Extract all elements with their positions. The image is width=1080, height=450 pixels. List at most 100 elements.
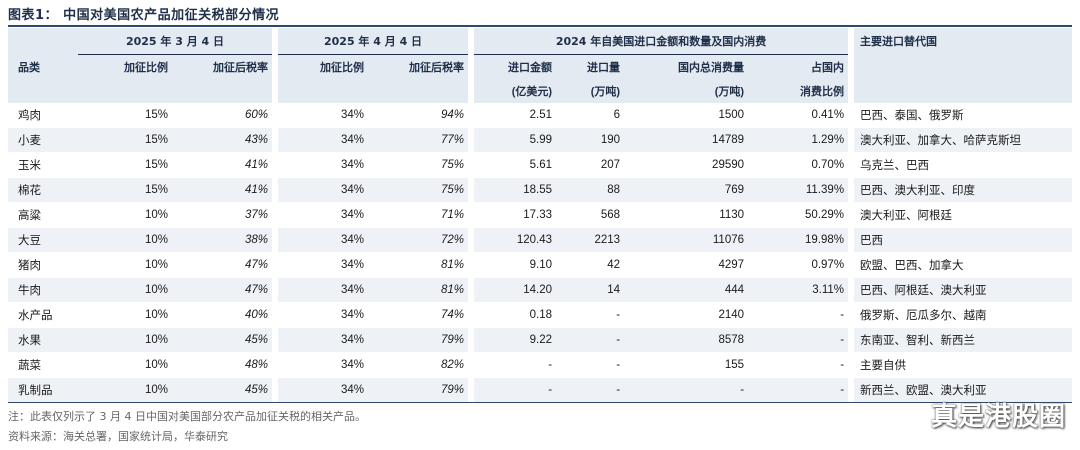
- alternatives-cell: 欧盟、巴西、加拿大: [854, 252, 1073, 278]
- table-row: 棉花 15% 41% 34% 75% 18.55 88 769 11.39% 巴西、澳大利亚、印度: [8, 177, 1073, 203]
- apr-total-cell: 79%: [368, 377, 469, 403]
- table-row: 牛肉 10% 47% 34% 81% 14.20 14 444 3.11% 巴西、阿根廷、澳大利亚: [8, 277, 1073, 303]
- consumption-cell: 29590: [624, 152, 749, 178]
- category-cell: 玉米: [8, 152, 78, 178]
- consumption-cell: 14789: [624, 127, 749, 153]
- import-value-header: 进口金额: [474, 54, 557, 79]
- apr-total-cell: 74%: [368, 302, 469, 328]
- alternatives-cell: 新西兰、欧盟、澳大利亚: [854, 377, 1073, 403]
- import-volume-header: 进口量: [556, 54, 625, 79]
- watermark-logo: 真是港股圈: [930, 402, 1066, 432]
- tariff-table: 2025 年 3 月 4 日 2025 年 4 月 4 日 2024 年自美国进…: [8, 28, 1073, 403]
- share-cell: -: [748, 302, 849, 328]
- mar-total-cell: 45%: [172, 327, 273, 353]
- apr-rate-cell: 34%: [278, 327, 369, 353]
- share-cell: 0.41%: [748, 103, 849, 128]
- table-row: 蔬菜 10% 48% 34% 82% - -155- 主要自供: [8, 352, 1073, 378]
- mar-rate-cell: 10%: [78, 302, 172, 328]
- import-volume-cell: -: [556, 377, 625, 403]
- import-volume-cell: 207: [556, 152, 625, 178]
- alternatives-cell: 巴西、泰国、俄罗斯: [854, 103, 1073, 128]
- share-cell: -: [748, 327, 849, 353]
- category-cell: 大豆: [8, 227, 78, 253]
- apr-rate-cell: 34%: [278, 277, 369, 303]
- mar-rate-cell: 10%: [78, 277, 172, 303]
- share-cell: 19.98%: [748, 227, 849, 253]
- mar-rate-header: 加征比例: [78, 54, 172, 79]
- apr-rate-cell: 34%: [278, 252, 369, 278]
- category-header-label: 品类: [8, 54, 78, 79]
- share-cell: 0.70%: [748, 152, 849, 178]
- consumption-cell: 11076: [624, 227, 749, 253]
- import-value-cell: 2.51: [474, 103, 557, 128]
- import-volume-cell: 88: [556, 177, 625, 203]
- alternatives-cell: 澳大利亚、阿根廷: [854, 202, 1073, 228]
- import-value-cell: -: [474, 352, 557, 378]
- alternatives-cell: 俄罗斯、厄瓜多尔、越南: [854, 302, 1073, 328]
- mar-total-cell: 40%: [172, 302, 273, 328]
- import-volume-cell: -: [556, 327, 625, 353]
- category-cell: 高粱: [8, 202, 78, 228]
- mar-rate-cell: 10%: [78, 327, 172, 353]
- table-header: 2025 年 3 月 4 日 2025 年 4 月 4 日 2024 年自美国进…: [8, 28, 1073, 103]
- category-cell: 猪肉: [8, 252, 78, 278]
- apr-rate-cell: 34%: [278, 302, 369, 328]
- apr-total-cell: 82%: [368, 352, 469, 378]
- category-cell: 乳制品: [8, 377, 78, 403]
- table-row: 水果 10% 45% 34% 79% 9.22-8578- 东南亚、智利、新西兰: [8, 327, 1073, 353]
- group-header-apr4: 2025 年 4 月 4 日: [278, 28, 469, 55]
- import-value-unit: (亿美元): [474, 79, 557, 103]
- apr-total-cell: 75%: [368, 152, 469, 178]
- share-cell: 1.29%: [748, 127, 849, 153]
- apr-rate-cell: 34%: [278, 177, 369, 203]
- mar-total-cell: 41%: [172, 177, 273, 203]
- import-volume-cell: 14: [556, 277, 625, 303]
- mar-total-cell: 47%: [172, 277, 273, 303]
- mar-rate-cell: 10%: [78, 202, 172, 228]
- apr-total-cell: 75%: [368, 177, 469, 203]
- consumption-cell: 769: [624, 177, 749, 203]
- consumption-cell: 1500: [624, 103, 749, 128]
- table-row: 乳制品 10% 45% 34% 79% - - - - 新西兰、欧盟、澳大利亚: [8, 377, 1073, 403]
- category-header: [8, 28, 78, 55]
- apr-rate-cell: 34%: [278, 227, 369, 253]
- title-divider: [8, 25, 1072, 27]
- table-row: 玉米 15% 41% 34% 75% 5.61 207 29590 0.70% 乌克兰、巴西: [8, 152, 1073, 178]
- consumption-cell: 444: [624, 277, 749, 303]
- table-body: 鸡肉 15% 60% 34% 94% 2.51 6 1500 0.41% 巴西、泰国、俄罗斯 小麦 1…: [8, 103, 1073, 403]
- category-cell: 棉花: [8, 177, 78, 203]
- alternatives-cell: 澳大利亚、加拿大、哈萨克斯坦: [854, 127, 1073, 153]
- mar-rate-cell: 10%: [78, 352, 172, 378]
- category-cell: 水果: [8, 327, 78, 353]
- import-value-cell: 5.61: [474, 152, 557, 178]
- share-cell: 3.11%: [748, 277, 849, 303]
- mar-total-cell: 37%: [172, 202, 273, 228]
- apr-rate-cell: 34%: [278, 202, 369, 228]
- mar-total-cell: 47%: [172, 252, 273, 278]
- apr-total-cell: 72%: [368, 227, 469, 253]
- mar-total-header: 加征后税率: [172, 54, 273, 79]
- import-volume-cell: -: [556, 352, 625, 378]
- mar-total-cell: 41%: [172, 152, 273, 178]
- apr-total-cell: 71%: [368, 202, 469, 228]
- table-row: 鸡肉 15% 60% 34% 94% 2.51 6 1500 0.41% 巴西、泰国、俄罗斯: [8, 103, 1073, 128]
- import-value-cell: 120.43: [474, 227, 557, 253]
- import-volume-cell: 6: [556, 103, 625, 128]
- table-row: 大豆 10% 38% 34% 72% 120.43 2213 11076 19.98% 巴西: [8, 227, 1073, 253]
- apr-total-cell: 81%: [368, 277, 469, 303]
- import-value-cell: -: [474, 377, 557, 403]
- import-value-cell: 0.18: [474, 302, 557, 328]
- mar-total-cell: 48%: [172, 352, 273, 378]
- category-cell: 蔬菜: [8, 352, 78, 378]
- apr-total-cell: 81%: [368, 252, 469, 278]
- mar-total-cell: 45%: [172, 377, 273, 403]
- category-cell: 鸡肉: [8, 103, 78, 128]
- apr-rate-cell: 34%: [278, 127, 369, 153]
- consumption-header: 国内总消费量: [624, 54, 749, 79]
- apr-rate-header: 加征比例: [278, 54, 369, 79]
- share-cell: 50.29%: [748, 202, 849, 228]
- consumption-cell: 2140: [624, 302, 749, 328]
- import-volume-cell: 190: [556, 127, 625, 153]
- group-header-2024: 2024 年自美国进口金额和数量及国内消费: [474, 28, 849, 55]
- import-volume-cell: 2213: [556, 227, 625, 253]
